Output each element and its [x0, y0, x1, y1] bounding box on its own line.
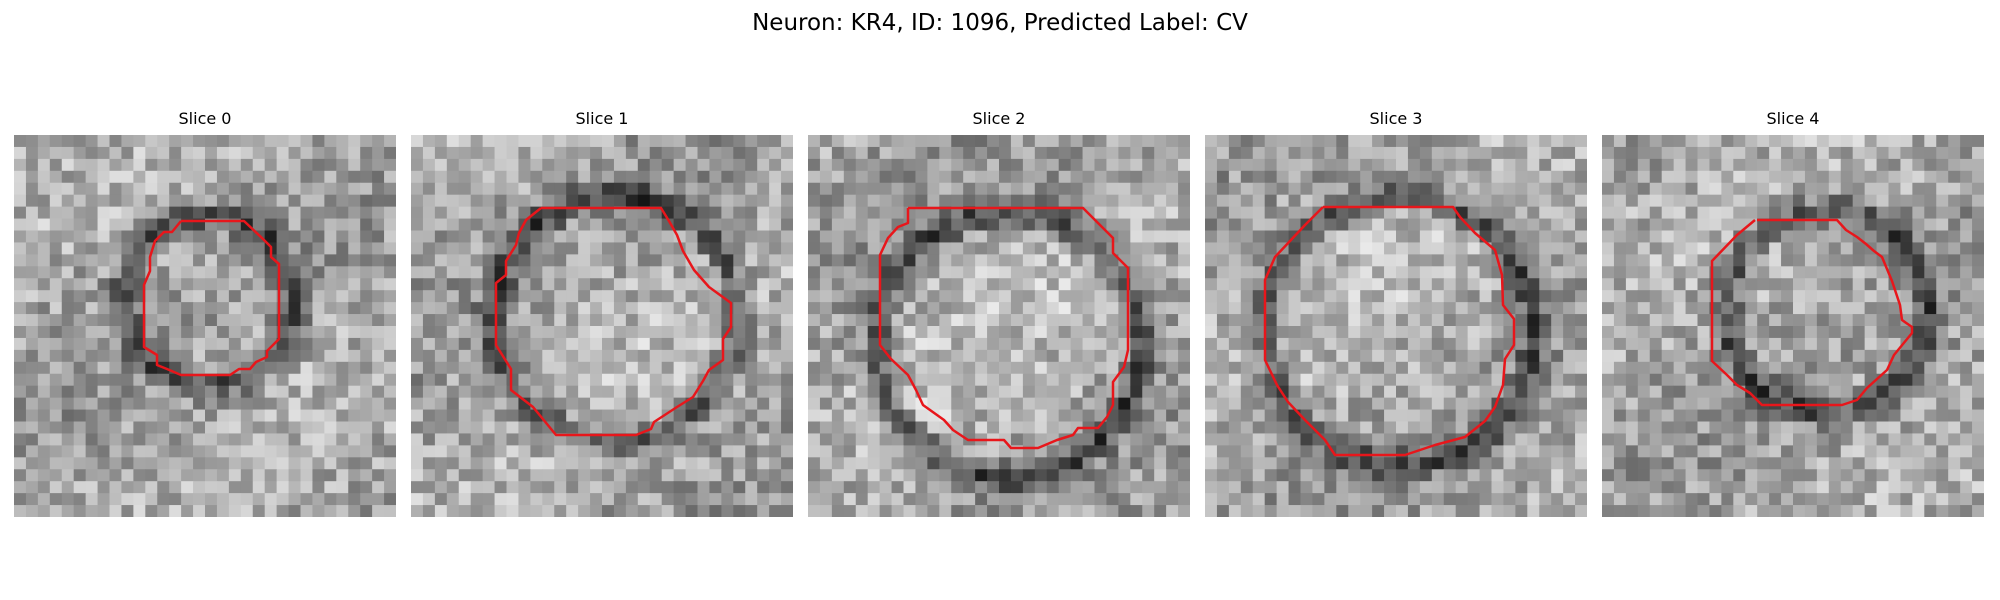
vesicle-contour	[1710, 218, 1914, 407]
figure-title: Neuron: KR4, ID: 1096, Predicted Label: …	[752, 10, 1248, 36]
slice-3-image	[1205, 135, 1587, 517]
grayscale-image	[1205, 135, 1587, 517]
slice-1-image	[411, 135, 793, 517]
slice-0-title: Slice 0	[178, 109, 232, 128]
slice-1-panel	[411, 135, 793, 517]
slice-3-title: Slice 3	[1369, 109, 1423, 128]
slice-0-image	[14, 135, 396, 517]
slice-4-image	[1602, 135, 1984, 517]
grayscale-image	[411, 135, 793, 517]
vesicle-contour	[878, 206, 1130, 450]
vesicle-contour	[1263, 205, 1516, 457]
slice-4-title: Slice 4	[1766, 109, 1820, 128]
slice-0-panel	[14, 135, 396, 517]
vesicle-contour	[494, 206, 733, 437]
slice-4-panel	[1602, 135, 1984, 517]
grayscale-image	[808, 135, 1190, 517]
slice-1-title: Slice 1	[575, 109, 629, 128]
grayscale-image	[1602, 135, 1984, 517]
slice-2-image	[808, 135, 1190, 517]
slice-2-title: Slice 2	[972, 109, 1026, 128]
grayscale-image	[14, 135, 396, 517]
slice-3-panel	[1205, 135, 1587, 517]
vesicle-contour	[142, 219, 281, 377]
slice-2-panel	[808, 135, 1190, 517]
